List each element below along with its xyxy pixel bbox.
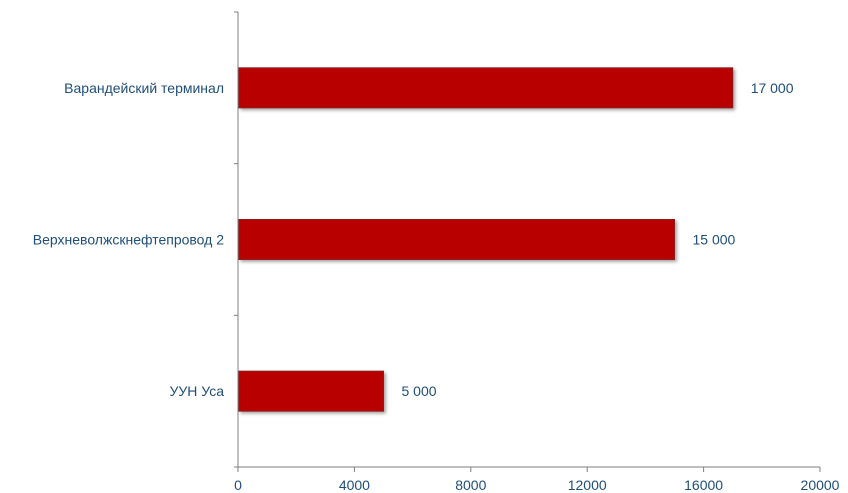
x-tick-label: 20000 (801, 477, 840, 493)
data-label: 15 000 (693, 232, 736, 248)
bar (238, 219, 675, 260)
x-tick-label: 0 (234, 477, 242, 493)
bar (238, 67, 734, 109)
axes (234, 11, 821, 472)
x-tick-label: 16000 (684, 477, 723, 493)
data-label: 5 000 (402, 383, 437, 399)
bars (238, 67, 734, 412)
category-label: УУН Уса (169, 383, 224, 399)
category-label: Варандейский терминал (64, 80, 224, 96)
x-tick-label: 12000 (568, 477, 607, 493)
x-tick-label: 4000 (339, 477, 370, 493)
bar (238, 370, 384, 412)
data-label: 17 000 (751, 80, 794, 96)
labels: 0 4000 8000 12000 16000 20000 Варандейский тер… (33, 80, 840, 493)
x-tick-label: 8000 (455, 477, 486, 493)
category-label: Верхневолжскнефтепровод 2 (33, 232, 224, 248)
